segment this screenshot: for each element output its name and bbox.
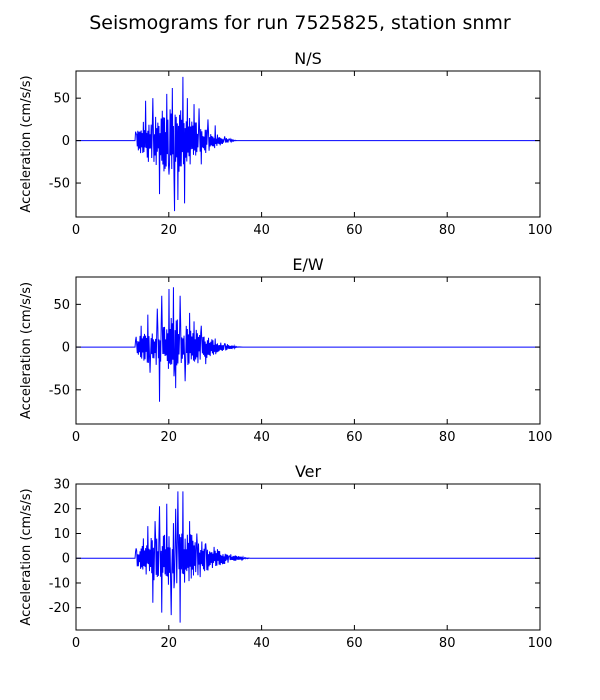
x-tick-label: 40 (253, 636, 270, 651)
y-tick-label: -20 (49, 601, 70, 616)
x-tick-label: 0 (72, 636, 80, 651)
y-axis-label: Acceleration (cm/s/s) (19, 282, 34, 419)
x-tick-label: 20 (161, 636, 178, 651)
panel-title: E/W (292, 255, 324, 274)
y-tick-label: 20 (53, 502, 70, 517)
seismogram-trace (76, 76, 540, 212)
seismogram-trace (76, 287, 540, 402)
panel-2: E/W 0 20 40 60 80 100 -50 0 50 Acceleration (cm/s/… (19, 255, 552, 445)
x-tick-label: 20 (161, 223, 178, 238)
x-tick-label: 60 (346, 223, 363, 238)
axes-frame (75, 276, 541, 425)
y-tick-label: -50 (49, 383, 70, 398)
y-tick-label: -10 (49, 576, 70, 591)
y-tick-label: 0 (62, 134, 70, 149)
x-tick-label: 80 (439, 223, 456, 238)
axes-frame (75, 483, 541, 631)
y-tick-label: 50 (53, 298, 70, 313)
y-axis-label: Acceleration (cm/s/s) (19, 75, 34, 212)
x-tick-label: 0 (72, 430, 80, 445)
y-tick-label: 30 (53, 478, 70, 493)
y-tick-label: -50 (49, 177, 70, 192)
axes-frame (75, 70, 541, 218)
x-tick-label: 80 (439, 636, 456, 651)
panel-3: Ver 0 20 40 60 80 100 -20 -10 0 10 20 30 Acceleration… (19, 462, 552, 651)
y-tick-label: 50 (53, 92, 70, 107)
panel-title: N/S (294, 49, 322, 68)
x-tick-label: 80 (439, 430, 456, 445)
panel-title: Ver (295, 462, 322, 481)
seismogram-trace (76, 491, 540, 623)
figure-title: Seismograms for run 7525825, station snm… (89, 12, 511, 34)
x-tick-label: 100 (528, 636, 553, 651)
y-axis-label: Acceleration (cm/s/s) (19, 488, 34, 625)
x-tick-label: 40 (253, 223, 270, 238)
x-tick-label: 60 (346, 430, 363, 445)
x-tick-label: 40 (253, 430, 270, 445)
x-tick-label: 20 (161, 430, 178, 445)
panel-1: N/S 0 20 40 60 80 100 -50 0 50 Acceleration (cm/s/… (19, 49, 552, 238)
y-tick-label: 10 (53, 527, 70, 542)
y-tick-label: 0 (62, 341, 70, 356)
x-tick-label: 100 (528, 430, 553, 445)
y-tick-label: 0 (62, 552, 70, 567)
x-tick-label: 100 (528, 223, 553, 238)
x-tick-label: 60 (346, 636, 363, 651)
x-tick-label: 0 (72, 223, 80, 238)
